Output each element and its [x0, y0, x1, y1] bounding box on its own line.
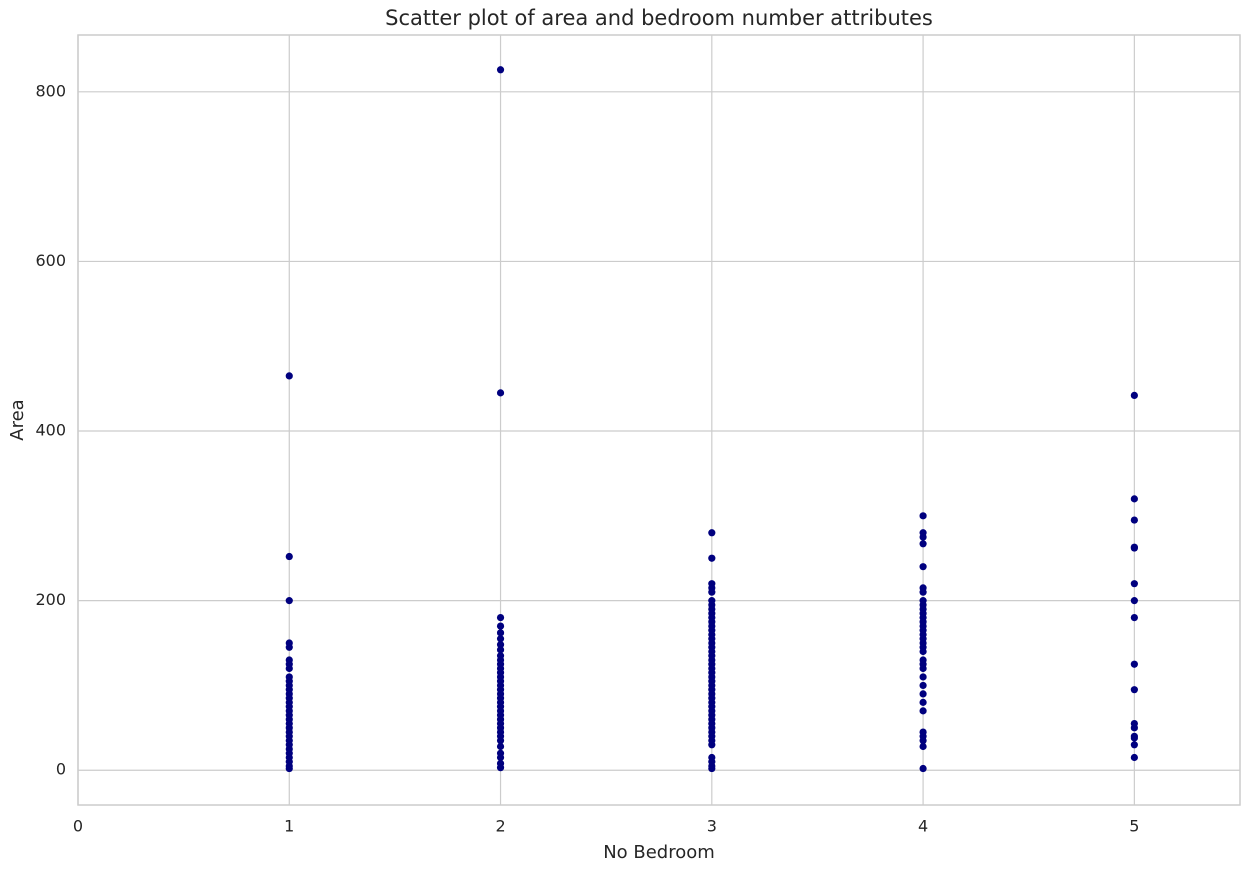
- point: [1130, 724, 1138, 732]
- point: [1130, 734, 1138, 742]
- point: [285, 552, 293, 561]
- point: [919, 707, 927, 715]
- point: [919, 563, 927, 571]
- point: [919, 673, 927, 681]
- point: [919, 742, 927, 751]
- point: [1130, 544, 1138, 552]
- point: [708, 741, 716, 749]
- point: [919, 764, 927, 773]
- point: [1130, 597, 1138, 605]
- y-tick-label: 600: [35, 251, 66, 270]
- x-tick-label: 1: [284, 817, 294, 836]
- plot-frame: [77, 34, 1241, 806]
- point: [285, 372, 293, 380]
- x-tick-label: 3: [707, 817, 717, 836]
- point: [496, 389, 505, 397]
- point: [1130, 613, 1138, 622]
- x-tick-label: 5: [1129, 817, 1139, 836]
- point: [1130, 516, 1138, 524]
- point: [1130, 391, 1138, 400]
- point: [919, 647, 927, 656]
- x-axis-label: No Bedroom: [603, 842, 715, 863]
- point: [496, 742, 505, 751]
- point: [708, 764, 716, 773]
- point: [919, 690, 927, 698]
- y-tick-label: 0: [56, 760, 66, 779]
- point: [496, 641, 505, 649]
- point: [496, 646, 505, 654]
- point: [919, 681, 927, 690]
- point: [708, 554, 716, 562]
- point: [496, 66, 505, 74]
- point: [708, 588, 716, 596]
- point: [285, 664, 293, 673]
- y-tick-label: 800: [35, 81, 66, 100]
- point: [919, 736, 927, 745]
- point: [496, 629, 505, 637]
- point: [919, 664, 927, 673]
- point: [496, 622, 505, 630]
- point: [285, 597, 293, 605]
- point: [1130, 686, 1138, 694]
- chart-title: Scatter plot of area and bedroom number …: [385, 6, 933, 30]
- x-tick-label: 0: [73, 817, 83, 836]
- point: [1130, 660, 1138, 668]
- x-tick-label: 4: [918, 817, 928, 836]
- point: [1130, 495, 1138, 503]
- point: [285, 643, 293, 651]
- point: [496, 764, 505, 772]
- point: [919, 512, 927, 520]
- point: [919, 698, 927, 706]
- point: [919, 533, 927, 541]
- y-tick-label: 200: [35, 590, 66, 609]
- point: [708, 529, 716, 537]
- point: [1130, 753, 1138, 762]
- point: [1130, 741, 1138, 749]
- point: [919, 540, 927, 548]
- point: [496, 635, 505, 643]
- point: [496, 753, 505, 762]
- point: [919, 588, 927, 596]
- point: [1130, 580, 1138, 588]
- point: [285, 764, 293, 773]
- x-tick-label: 2: [495, 817, 505, 836]
- y-tick-label: 400: [35, 421, 66, 440]
- y-axis-label: Area: [7, 399, 28, 440]
- point: [496, 736, 505, 745]
- point: [496, 613, 505, 622]
